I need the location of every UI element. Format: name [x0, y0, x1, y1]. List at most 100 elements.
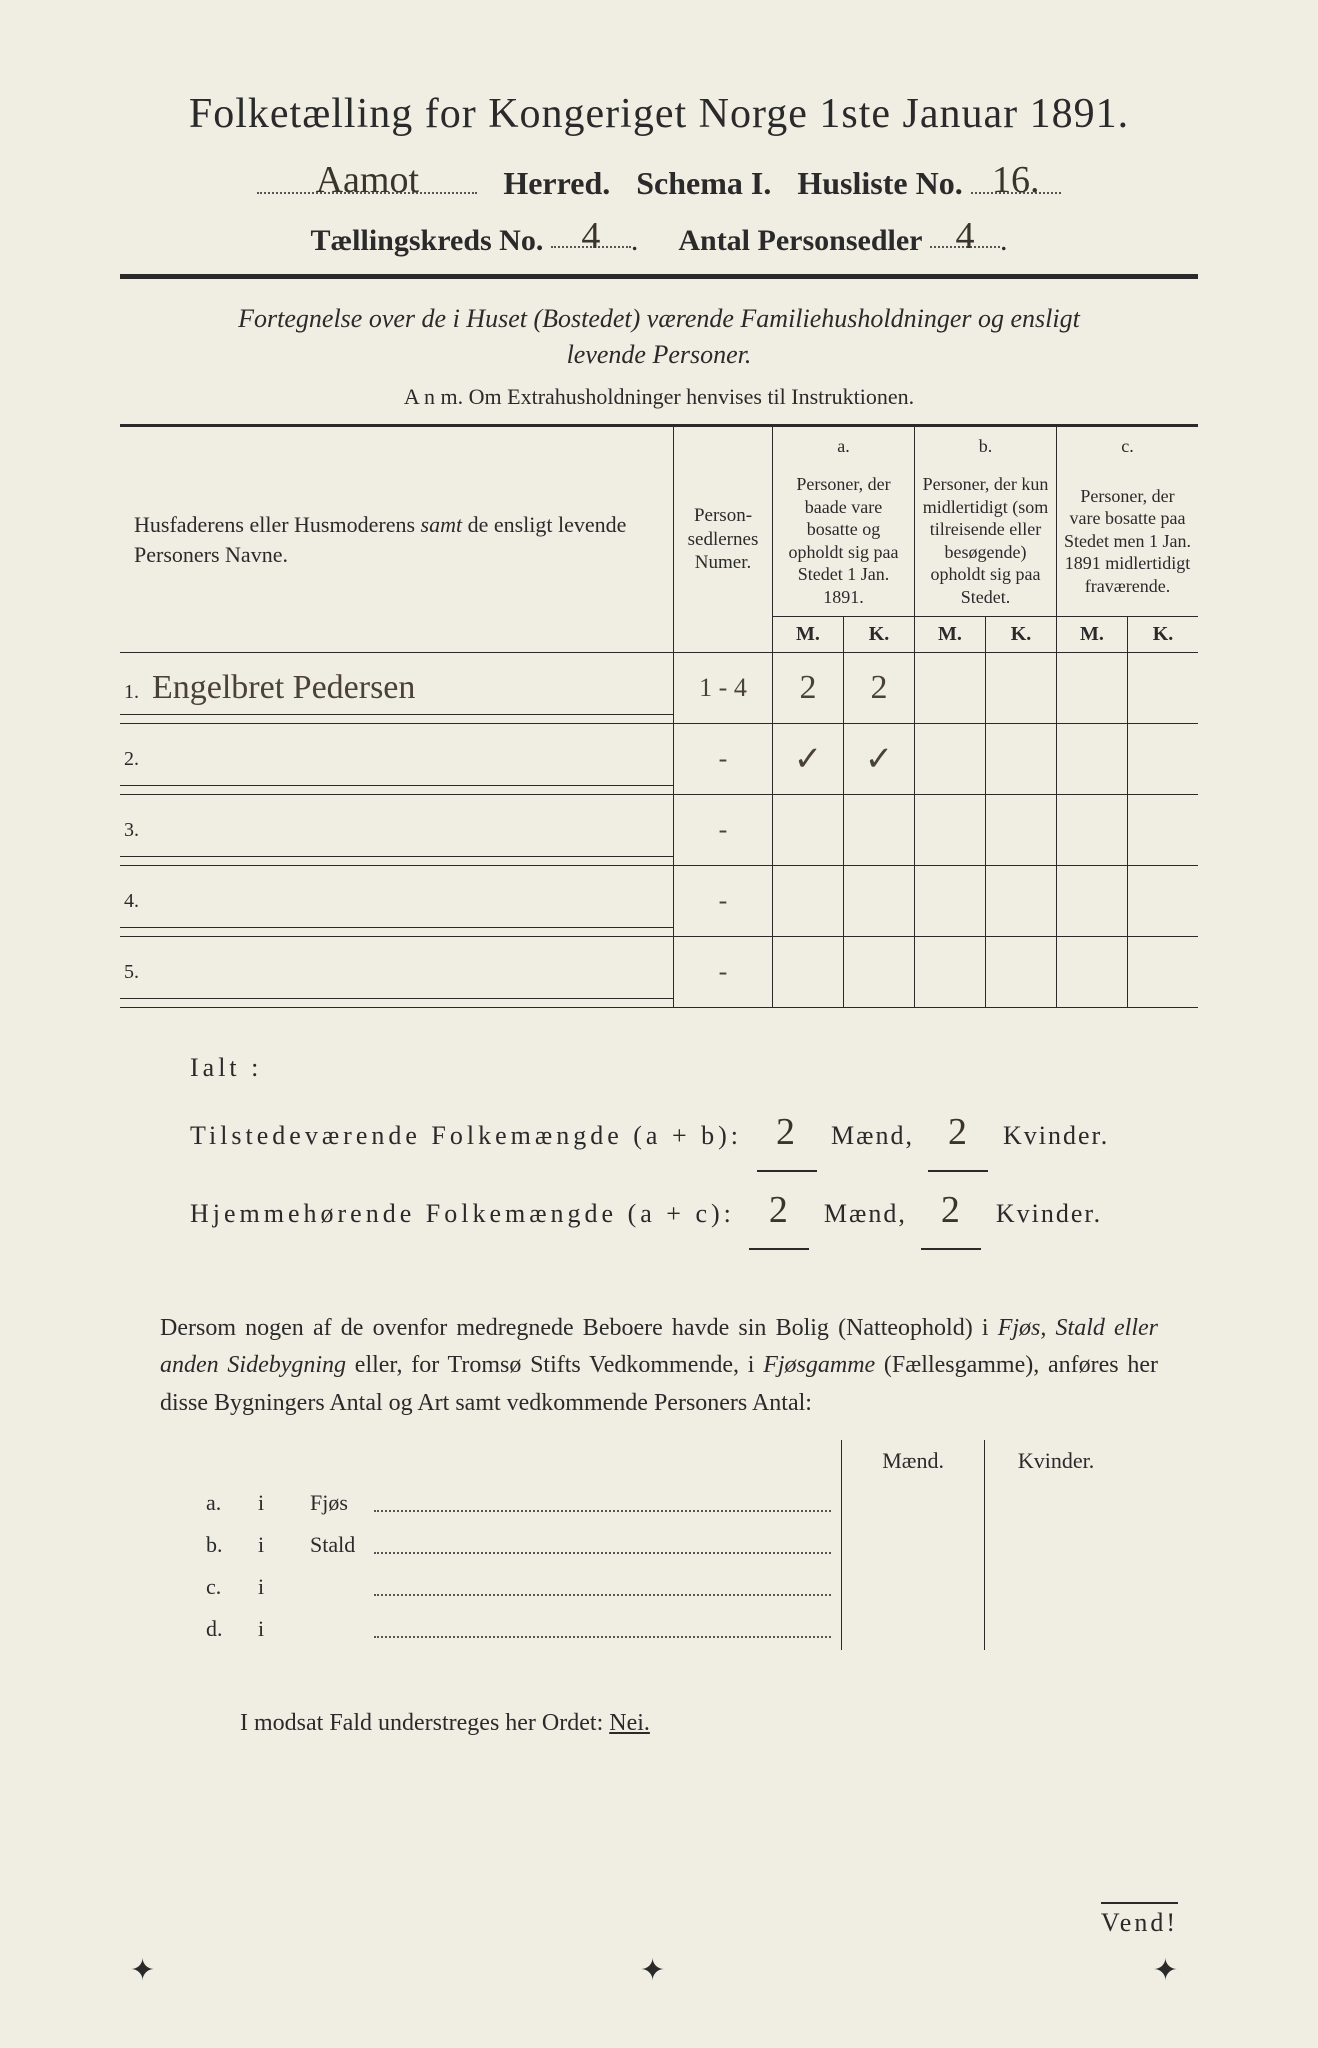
totals-block: Ialt : Tilstedeværende Folkemængde (a + … — [120, 1042, 1198, 1250]
b-k-cell — [986, 866, 1057, 937]
b-k-header: K. — [986, 617, 1057, 653]
page-title: Folketælling for Kongeriget Norge 1ste J… — [120, 90, 1198, 138]
numer-cell: - — [674, 866, 773, 937]
nei-text: I modsat Fald understreges her Ordet: — [240, 1710, 603, 1736]
table-row: 3.- — [120, 795, 1198, 866]
a-k-cell — [844, 866, 915, 937]
herred-value: Aamot — [316, 159, 419, 201]
herred-label: Herred. — [503, 165, 610, 202]
maend-col-header: Mænd. — [842, 1440, 985, 1482]
bolig-i: i — [252, 1608, 294, 1650]
c-k-cell — [1128, 724, 1199, 795]
col1-header: Husfaderens eller Husmode­rens samt de e… — [120, 425, 674, 653]
numer-cell: - — [674, 795, 773, 866]
b-m-cell — [915, 724, 986, 795]
totals-line2-m: 2 — [769, 1189, 790, 1231]
col-c-text: Personer, der vare bosatte paa Stedet me… — [1057, 465, 1199, 617]
header-line-2: Aamot Herred. Schema I. Husliste No. 16. — [120, 160, 1198, 202]
bolig-row: a.iFjøs — [200, 1482, 1127, 1524]
c-k-cell — [1128, 653, 1199, 724]
kreds-value: 4 — [581, 215, 600, 257]
bolig-label: Fjøs — [294, 1482, 842, 1524]
c-m-header: M. — [1057, 617, 1128, 653]
col-b-text: Personer, der kun midlertidigt (som tilr… — [915, 465, 1057, 617]
c-m-cell — [1057, 795, 1128, 866]
a-k-cell — [844, 937, 915, 1008]
c-k-cell — [1128, 937, 1199, 1008]
bolig-m-cell — [842, 1566, 985, 1608]
a-k-cell — [844, 795, 915, 866]
nei-line: I modsat Fald understreges her Ordet: Ne… — [120, 1710, 1198, 1737]
subtitle: Fortegnelse over de i Huset (Bostedet) v… — [120, 301, 1198, 374]
kvinder-col-header: Kvinder. — [985, 1440, 1128, 1482]
bolig-letter: a. — [200, 1482, 252, 1524]
a-m-cell — [773, 937, 844, 1008]
totals-line2: Hjemmehørende Folkemængde (a + c): 2 Mæn… — [190, 1172, 1198, 1250]
bolig-i: i — [252, 1524, 294, 1566]
bolig-letter: d. — [200, 1608, 252, 1650]
b-m-cell — [915, 653, 986, 724]
name-cell: 1.Engelbret Pedersen — [120, 653, 674, 724]
totals-line2-label: Hjemmehørende Folkemængde (a + c): — [190, 1199, 735, 1228]
totals-line1-k: 2 — [948, 1111, 969, 1153]
bolig-m-cell — [842, 1482, 985, 1524]
bolig-row: c.i — [200, 1566, 1127, 1608]
name-cell: 2. — [120, 724, 674, 795]
corner-marker-right: ✦ — [1153, 1953, 1178, 1988]
a-m-cell — [773, 866, 844, 937]
a-m-cell: ✓ — [773, 724, 844, 795]
name-cell: 4. — [120, 866, 674, 937]
table-row: 2.-✓✓ — [120, 724, 1198, 795]
b-m-cell — [915, 937, 986, 1008]
col2-header: Person­sedler­nesNumer. — [674, 425, 773, 653]
col-b-label: b. — [915, 425, 1057, 465]
table-row: 4.- — [120, 866, 1198, 937]
totals-line1-m: 2 — [776, 1111, 797, 1153]
c-m-cell — [1057, 866, 1128, 937]
bolig-m-cell — [842, 1608, 985, 1650]
bolig-letter: c. — [200, 1566, 252, 1608]
bolig-paragraph: Dersom nogen af de ovenfor medregnede Be… — [120, 1310, 1198, 1422]
bolig-m-cell — [842, 1524, 985, 1566]
nei-word: Nei. — [609, 1710, 650, 1736]
bolig-row: d.i — [200, 1608, 1127, 1650]
totals-line1-label: Tilstedeværende Folkemængde (a + b): — [190, 1121, 742, 1150]
c-m-cell — [1057, 724, 1128, 795]
col-a-label: a. — [773, 425, 915, 465]
husliste-value: 16. — [992, 159, 1040, 201]
c-m-cell — [1057, 937, 1128, 1008]
bolig-letter: b. — [200, 1524, 252, 1566]
numer-cell: - — [674, 937, 773, 1008]
maend-label: Mænd, — [831, 1121, 914, 1150]
b-m-cell — [915, 866, 986, 937]
anm-note: A n m. Om Extrahusholdninger henvises ti… — [120, 384, 1198, 410]
a-m-cell: 2 — [773, 653, 844, 724]
kreds-label: Tællingskreds No. — [311, 224, 544, 257]
c-k-header: K. — [1128, 617, 1199, 653]
rule-divider — [120, 274, 1198, 279]
corner-marker-left: ✦ — [130, 1953, 155, 1988]
c-k-cell — [1128, 866, 1199, 937]
maend-label-2: Mænd, — [824, 1199, 907, 1228]
numer-cell: 1 - 4 — [674, 653, 773, 724]
a-k-cell: ✓ — [844, 724, 915, 795]
bolig-k-cell — [985, 1524, 1128, 1566]
bolig-row: b.iStald — [200, 1524, 1127, 1566]
name-cell: 3. — [120, 795, 674, 866]
b-k-cell — [986, 937, 1057, 1008]
a-k-header: K. — [844, 617, 915, 653]
b-m-cell — [915, 795, 986, 866]
totals-line2-k: 2 — [941, 1189, 962, 1231]
husliste-label: Husliste No. — [797, 165, 962, 201]
corner-marker-mid: ✦ — [640, 1953, 665, 1988]
col-a-text: Personer, der baade vare bosatte og opho… — [773, 465, 915, 617]
b-m-header: M. — [915, 617, 986, 653]
bolig-label — [294, 1608, 842, 1650]
census-form-page: Folketælling for Kongeriget Norge 1ste J… — [0, 0, 1318, 2048]
kvinder-label: Kvinder. — [1003, 1121, 1109, 1150]
census-table: Husfaderens eller Husmode­rens samt de e… — [120, 424, 1198, 1009]
bolig-table: Mænd. Kvinder. a.iFjøsb.iStaldc.id.i — [200, 1440, 1127, 1650]
bolig-k-cell — [985, 1566, 1128, 1608]
ialt-label: Ialt : — [190, 1042, 1198, 1094]
table-row: 1.Engelbret Pedersen1 - 422 — [120, 653, 1198, 724]
